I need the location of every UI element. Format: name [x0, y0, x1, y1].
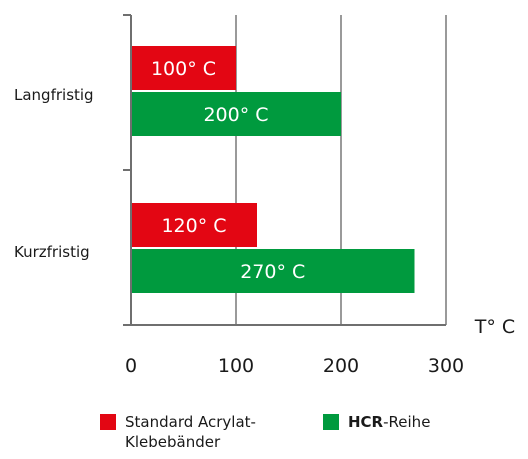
bar-standard-kurzfristig [132, 203, 257, 247]
legend-item-hcr: HCR-Reihe [323, 412, 528, 452]
legend-item-standard: Standard Acrylat- Klebebänder [100, 412, 305, 452]
data-label-standard-langfristig: 100° C [151, 58, 216, 80]
legend-label-standard-line1: Standard Acrylat- [125, 413, 256, 431]
category-label-kurzfristig: Kurzfristig [14, 243, 90, 261]
x-tick-label-300: 300 [428, 355, 464, 377]
legend-label-hcr: HCR-Reihe [348, 412, 430, 432]
legend-label-standard: Standard Acrylat- Klebebänder [125, 412, 256, 452]
category-label-langfristig: Langfristig [14, 86, 94, 104]
bar-hcr-langfristig [132, 92, 341, 136]
bar-standard-langfristig [132, 46, 236, 90]
x-tick-label-0: 0 [125, 355, 137, 377]
x-tick-label-200: 200 [323, 355, 359, 377]
bar-hcr-kurzfristig [132, 249, 415, 293]
data-label-hcr-langfristig: 200° C [203, 104, 268, 126]
legend-swatch-hcr [323, 414, 339, 430]
data-label-hcr-kurzfristig: 270° C [240, 261, 305, 283]
data-label-standard-kurzfristig: 120° C [161, 215, 226, 237]
legend-label-hcr-bold: HCR [348, 413, 384, 431]
legend: Standard Acrylat- Klebebänder HCR-Reihe [100, 412, 528, 452]
legend-label-hcr-rest: -Reihe [383, 413, 431, 431]
x-tick-label-100: 100 [218, 355, 254, 377]
legend-swatch-standard [100, 414, 116, 430]
x-axis-label: T° C [474, 316, 515, 338]
legend-label-standard-line2: Klebebänder [125, 433, 221, 451]
bar-chart: 100° C 200° C Langfristig 120° C 270° C Kurzf… [14, 14, 515, 377]
